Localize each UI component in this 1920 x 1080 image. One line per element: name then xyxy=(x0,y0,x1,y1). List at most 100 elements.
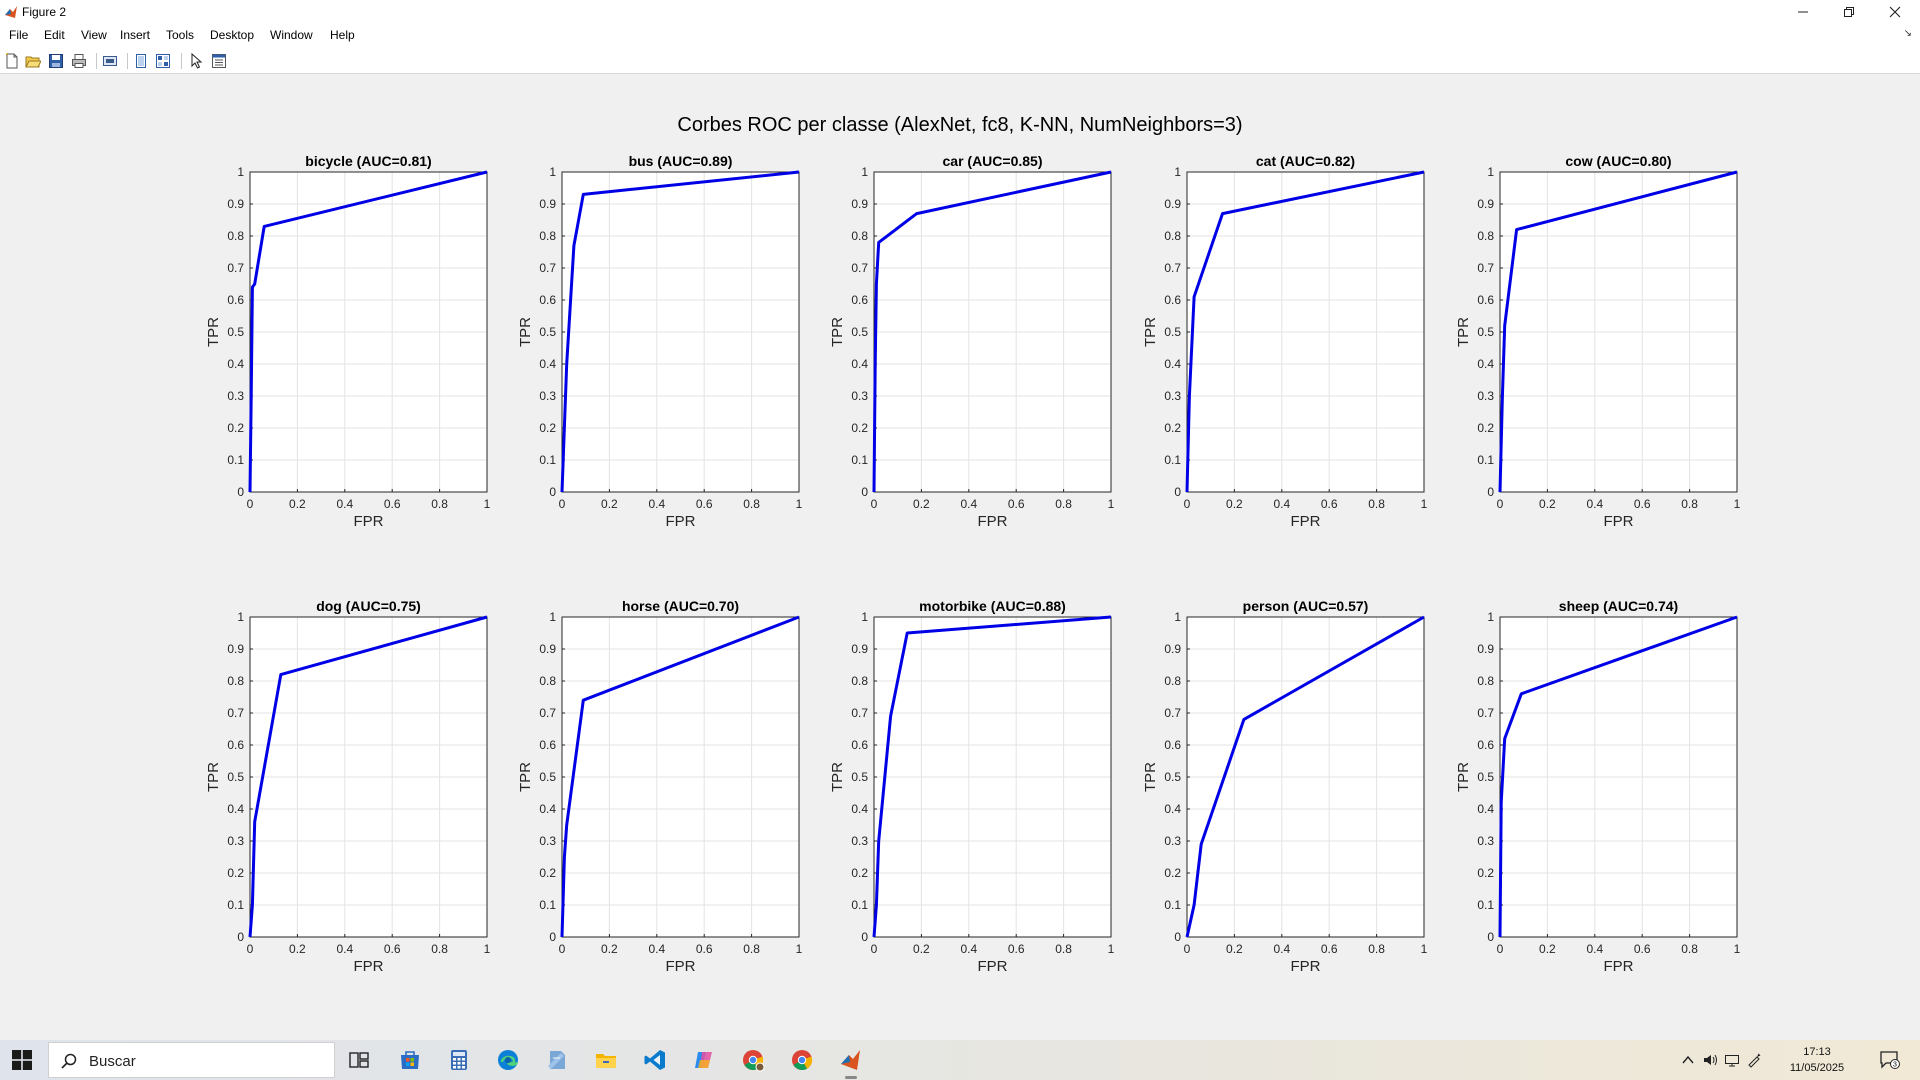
print-icon[interactable] xyxy=(71,53,87,69)
toolbar-separator xyxy=(181,53,182,69)
x-axis-label: FPR xyxy=(978,958,1008,975)
x-tick-label: 0.2 xyxy=(289,497,306,511)
menu-tools[interactable]: Tools xyxy=(166,28,195,42)
x-tick-label: 0.4 xyxy=(648,942,665,956)
x-axis-label: FPR xyxy=(354,958,384,975)
menu-insert[interactable]: Insert xyxy=(120,28,151,42)
x-tick-label: 0.2 xyxy=(601,942,618,956)
y-tick-label: 1 xyxy=(549,610,556,624)
x-axis-label: FPR xyxy=(1604,958,1634,975)
y-tick-label: 0.6 xyxy=(227,738,244,752)
vscode-icon[interactable] xyxy=(643,1048,667,1072)
roc-subplot: 0 0.2 0.4 0.6 0.8 1 0 0.1 0.2 0.3 0.4 0.5 0.6 0.7 0.8 0… xyxy=(1142,153,1428,530)
windows-start-icon[interactable] xyxy=(12,1050,32,1070)
restore-button[interactable] xyxy=(1826,0,1872,24)
subplot-title: horse (AUC=0.70) xyxy=(622,598,739,614)
y-axis-label: TPR xyxy=(205,317,222,347)
open-file-icon[interactable] xyxy=(25,53,41,69)
y-tick-label: 0.2 xyxy=(539,866,556,880)
y-axis-label: TPR xyxy=(1142,762,1159,792)
roc-curve-line xyxy=(1498,170,1738,493)
y-tick-label: 0.3 xyxy=(227,389,244,403)
calculator-icon[interactable] xyxy=(447,1048,471,1072)
y-tick-label: 0 xyxy=(1487,930,1494,944)
x-tick-label: 0.4 xyxy=(1586,942,1603,956)
volume-icon[interactable] xyxy=(1702,1052,1718,1068)
y-tick-label: 0.3 xyxy=(1477,389,1494,403)
notification-icon[interactable]: 3 xyxy=(1880,1051,1900,1069)
y-tick-label: 0.4 xyxy=(539,357,556,371)
copilot-icon[interactable] xyxy=(692,1048,716,1072)
y-tick-label: 0.5 xyxy=(227,325,244,339)
print-preview-icon[interactable] xyxy=(102,53,118,69)
property-inspector-icon[interactable] xyxy=(211,53,227,69)
menu-edit[interactable]: Edit xyxy=(44,28,65,42)
edge-icon[interactable] xyxy=(496,1048,520,1072)
y-tick-label: 0.2 xyxy=(1164,866,1181,880)
menu-desktop[interactable]: Desktop xyxy=(210,28,255,42)
y-tick-label: 0.2 xyxy=(227,866,244,880)
y-tick-label: 1 xyxy=(1487,165,1494,179)
y-tick-label: 0.3 xyxy=(227,834,244,848)
y-tick-label: 0.7 xyxy=(1164,706,1181,720)
y-tick-label: 0 xyxy=(237,930,244,944)
x-tick-label: 1 xyxy=(1108,497,1115,511)
pen-icon[interactable] xyxy=(1746,1052,1762,1068)
menu-help[interactable]: Help xyxy=(330,28,355,42)
search-icon xyxy=(61,1053,77,1069)
save-icon[interactable] xyxy=(48,53,64,69)
y-tick-label: 0.3 xyxy=(1164,389,1181,403)
menu-file[interactable]: File xyxy=(9,28,29,42)
y-tick-label: 0.9 xyxy=(539,197,556,211)
task-view-icon[interactable] xyxy=(347,1048,371,1072)
y-tick-label: 0.9 xyxy=(1164,642,1181,656)
y-tick-label: 0.3 xyxy=(539,834,556,848)
pointer-icon[interactable] xyxy=(189,53,205,69)
y-tick-label: 0.1 xyxy=(1477,453,1494,467)
taskbar-search-box[interactable]: Buscar xyxy=(48,1042,335,1078)
y-tick-label: 0.5 xyxy=(1477,325,1494,339)
notepad-icon[interactable] xyxy=(545,1048,569,1072)
y-tick-label: 0.6 xyxy=(851,738,868,752)
chrome-icon[interactable] xyxy=(790,1048,814,1072)
roc-curve-line xyxy=(248,170,488,493)
network-icon[interactable] xyxy=(1724,1052,1740,1068)
x-axis-label: FPR xyxy=(666,958,696,975)
dock-icon[interactable] xyxy=(133,53,149,69)
y-tick-label: 0.1 xyxy=(539,898,556,912)
y-tick-label: 0 xyxy=(549,485,556,499)
tile-icon[interactable] xyxy=(155,53,171,69)
taskbar-clock[interactable]: 17:13 11/05/2025 xyxy=(1782,1044,1852,1076)
y-tick-label: 0.9 xyxy=(1164,197,1181,211)
roc-curve-line xyxy=(872,615,1112,938)
window-titlebar: Figure 2 xyxy=(0,0,1920,24)
y-axis-label: TPR xyxy=(829,762,846,792)
matlab-taskbar-button[interactable] xyxy=(839,1048,863,1079)
close-button[interactable] xyxy=(1872,0,1918,24)
y-tick-label: 0.9 xyxy=(1477,642,1494,656)
chrome-profile-icon[interactable] xyxy=(741,1048,765,1072)
y-tick-label: 0.6 xyxy=(539,738,556,752)
roc-subplot: 0 0.2 0.4 0.6 0.8 1 0 0.1 0.2 0.3 0.4 0.5 0.6 0.7 0.8 0… xyxy=(1142,598,1428,975)
chevron-up-icon[interactable] xyxy=(1680,1052,1696,1068)
menu-window[interactable]: Window xyxy=(270,28,313,42)
file-explorer-icon[interactable] xyxy=(594,1048,618,1072)
y-tick-label: 0.6 xyxy=(1164,293,1181,307)
y-tick-label: 0 xyxy=(237,485,244,499)
y-tick-label: 0.2 xyxy=(851,421,868,435)
store-icon[interactable] xyxy=(398,1048,422,1072)
y-tick-label: 0.3 xyxy=(851,389,868,403)
y-tick-label: 0.9 xyxy=(227,642,244,656)
y-tick-label: 0 xyxy=(549,930,556,944)
y-tick-label: 0.2 xyxy=(1164,421,1181,435)
roc-subplot: 0 0.2 0.4 0.6 0.8 1 0 0.1 0.2 0.3 0.4 0.5 0.6 0.7 0.8 0… xyxy=(1455,598,1741,975)
new-figure-icon[interactable] xyxy=(4,53,20,69)
undock-arrow-icon[interactable]: ↘ xyxy=(1903,28,1912,39)
x-tick-label: 0.4 xyxy=(1586,497,1603,511)
y-tick-label: 0.4 xyxy=(851,802,868,816)
y-tick-label: 0.3 xyxy=(1477,834,1494,848)
menu-view[interactable]: View xyxy=(81,28,107,42)
y-tick-label: 0.5 xyxy=(851,325,868,339)
minimize-button[interactable] xyxy=(1780,0,1826,24)
x-tick-label: 0.2 xyxy=(1539,497,1556,511)
